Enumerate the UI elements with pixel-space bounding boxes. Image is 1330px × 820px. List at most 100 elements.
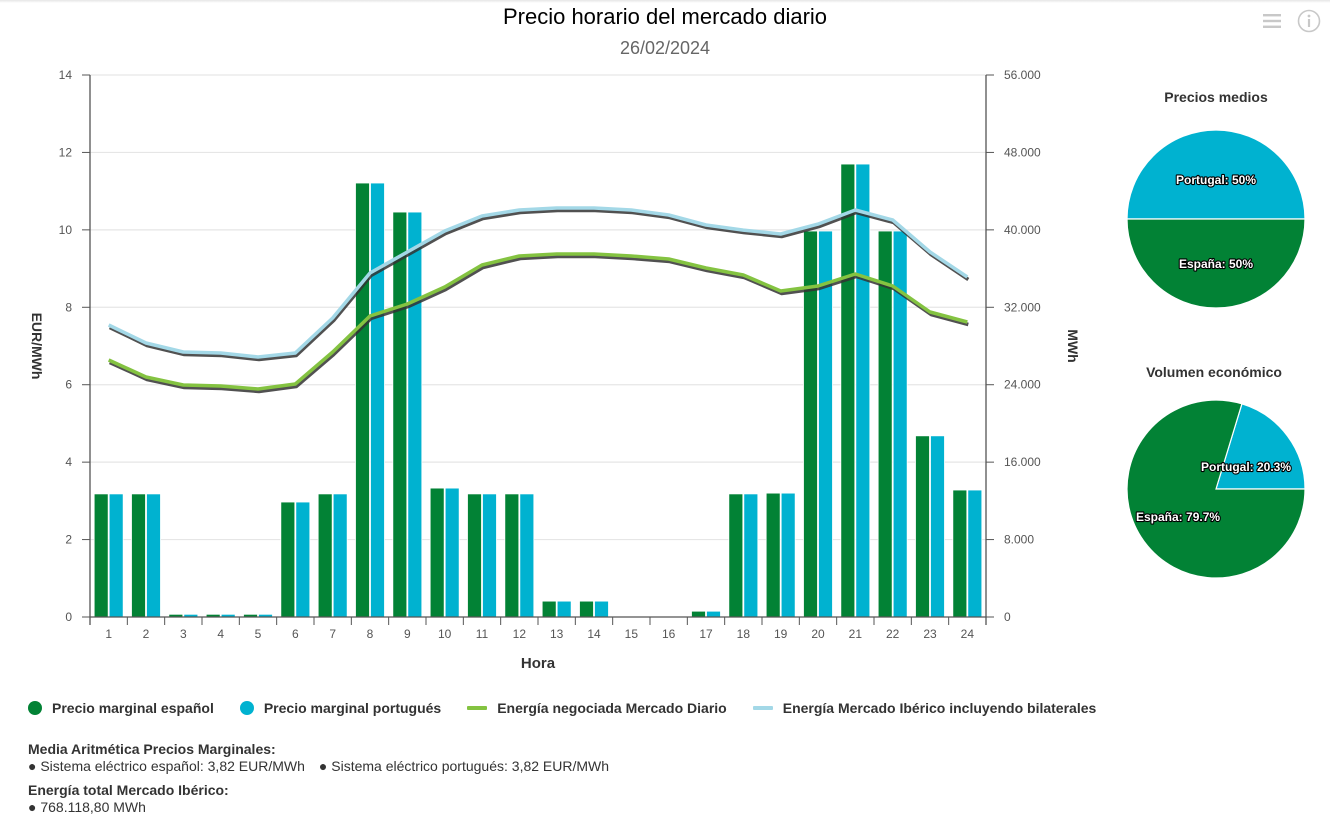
summary-info: Media Aritmética Precios Marginales: ● S… (28, 741, 623, 816)
bar-spain[interactable] (541, 600, 557, 618)
x-tick-label: 18 (737, 627, 751, 641)
y-axis-label: EUR/MWh (29, 313, 45, 380)
pie-slice-espana[interactable] (1126, 218, 1306, 309)
x-tick-label: 16 (662, 627, 676, 641)
y2-tick-label: 48.000 (1004, 145, 1041, 159)
bar-spain[interactable] (728, 493, 744, 618)
bar-portugal[interactable] (855, 163, 871, 618)
pie-label: Portugal: 20.3% (1201, 460, 1291, 474)
bar-spain[interactable] (280, 501, 296, 618)
legend-line-energy-daily (467, 706, 488, 710)
x-axis-label: Hora (521, 655, 556, 672)
x-tick-label: 24 (961, 627, 975, 641)
bar-portugal[interactable] (146, 493, 161, 618)
bar-spain[interactable] (840, 163, 856, 618)
energy-total: ● 768.118,80 MWh (28, 799, 146, 815)
line-energy-daily[interactable] (107, 252, 968, 391)
grid-lines (90, 74, 986, 541)
x-tick-label: 3 (180, 627, 187, 641)
bar-spain[interactable] (93, 493, 109, 618)
bar-portugal[interactable] (780, 492, 796, 618)
legend-label: Precio marginal español (52, 700, 214, 716)
bar-spain[interactable] (579, 600, 594, 618)
line-shadow-energy-daily (108, 254, 969, 394)
y-tick-label: 12 (59, 145, 73, 159)
bar-series (93, 163, 983, 618)
axes: 0246810121408.00016.00024.00032.00040.00… (59, 68, 1041, 641)
bar-portugal[interactable] (332, 493, 348, 618)
bar-spain[interactable] (765, 492, 781, 618)
energy-heading: Energía total Mercado Ibérico: (28, 782, 229, 798)
x-tick-label: 7 (329, 627, 336, 641)
price-spain: ● Sistema eléctrico español: 3,82 EUR/MW… (28, 758, 305, 774)
bar-spain[interactable] (429, 487, 445, 618)
pie-label: Portugal: 50% (1176, 173, 1256, 187)
pie-label: España: 79.7% (1136, 510, 1220, 524)
x-tick-label: 22 (886, 627, 900, 641)
y2-tick-label: 40.000 (1004, 223, 1041, 237)
bar-spain[interactable] (467, 493, 482, 618)
bar-spain[interactable] (952, 489, 968, 618)
y-tick-label: 14 (59, 68, 73, 82)
hamburger-menu-icon[interactable] (1259, 8, 1285, 34)
chart-title: Precio horario del mercado diario (502, 4, 828, 29)
legend-label: Energía negociada Mercado Diario (497, 700, 727, 716)
prices-heading: Media Aritmética Precios Marginales: (28, 741, 276, 757)
pie-slice-portugal[interactable] (1126, 129, 1306, 220)
legend-dot-spain (28, 701, 42, 715)
x-tick-label: 17 (699, 627, 713, 641)
y-tick-label: 6 (65, 378, 72, 392)
bar-portugal[interactable] (519, 493, 535, 618)
bar-portugal[interactable] (444, 487, 460, 618)
legend-item-portugal-price[interactable]: Precio marginal portugués (239, 700, 442, 716)
x-tick-label: 15 (625, 627, 639, 641)
bar-spain[interactable] (915, 435, 930, 618)
legend-item-energy-iberian[interactable]: Energía Mercado Ibérico incluyendo bilat… (752, 700, 1096, 716)
bar-portugal[interactable] (108, 493, 124, 618)
info-icon[interactable] (1296, 8, 1322, 34)
bar-spain[interactable] (691, 610, 706, 618)
x-tick-label: 23 (923, 627, 937, 641)
x-tick-label: 4 (217, 627, 224, 641)
pie-slice-espana[interactable] (1126, 399, 1306, 579)
bar-spain[interactable] (392, 211, 408, 618)
y2-tick-label: 56.000 (1004, 68, 1041, 82)
x-tick-label: 20 (811, 627, 825, 641)
bar-portugal[interactable] (743, 493, 759, 618)
y-tick-label: 0 (65, 610, 72, 624)
bar-spain[interactable] (131, 493, 146, 618)
bar-portugal[interactable] (967, 489, 983, 618)
line-series (107, 206, 970, 394)
legend-dot-portugal (239, 701, 254, 715)
bar-spain[interactable] (504, 493, 520, 618)
chart-legend: Precio marginal español Precio marginal … (28, 698, 1122, 718)
bar-portugal[interactable] (594, 600, 609, 618)
line-energy-iberian[interactable] (107, 206, 969, 359)
main-chart: 0246810121408.00016.00024.00032.00040.00… (29, 68, 1306, 672)
bar-portugal[interactable] (930, 435, 945, 618)
x-tick-label: 21 (849, 627, 863, 641)
chart-subtitle: 26/02/2024 (619, 38, 711, 58)
pie-slice-portugal[interactable] (1215, 403, 1306, 490)
bar-portugal[interactable] (370, 182, 385, 618)
y2-tick-label: 16.000 (1004, 455, 1041, 469)
legend-label: Precio marginal portugués (263, 700, 442, 716)
line-shadow-energy-iberian (108, 208, 970, 362)
y2-tick-label: 32.000 (1004, 300, 1041, 314)
bar-portugal[interactable] (482, 493, 497, 618)
bar-portugal[interactable] (407, 211, 423, 618)
legend-item-energy-daily[interactable]: Energía negociada Mercado Diario (467, 700, 727, 716)
legend-item-spain-price[interactable]: Precio marginal español (28, 700, 214, 716)
bar-portugal[interactable] (706, 610, 721, 618)
bar-spain[interactable] (317, 493, 333, 618)
x-tick-label: 11 (476, 627, 489, 641)
y2-tick-label: 24.000 (1004, 378, 1041, 392)
y-tick-label: 4 (65, 455, 72, 469)
bar-portugal[interactable] (295, 501, 311, 618)
x-tick-label: 5 (255, 627, 262, 641)
x-tick-label: 10 (438, 627, 452, 641)
bar-portugal[interactable] (556, 600, 572, 618)
x-tick-label: 2 (143, 627, 150, 641)
bar-spain[interactable] (355, 182, 370, 618)
legend-line-energy-iberian (752, 706, 773, 710)
